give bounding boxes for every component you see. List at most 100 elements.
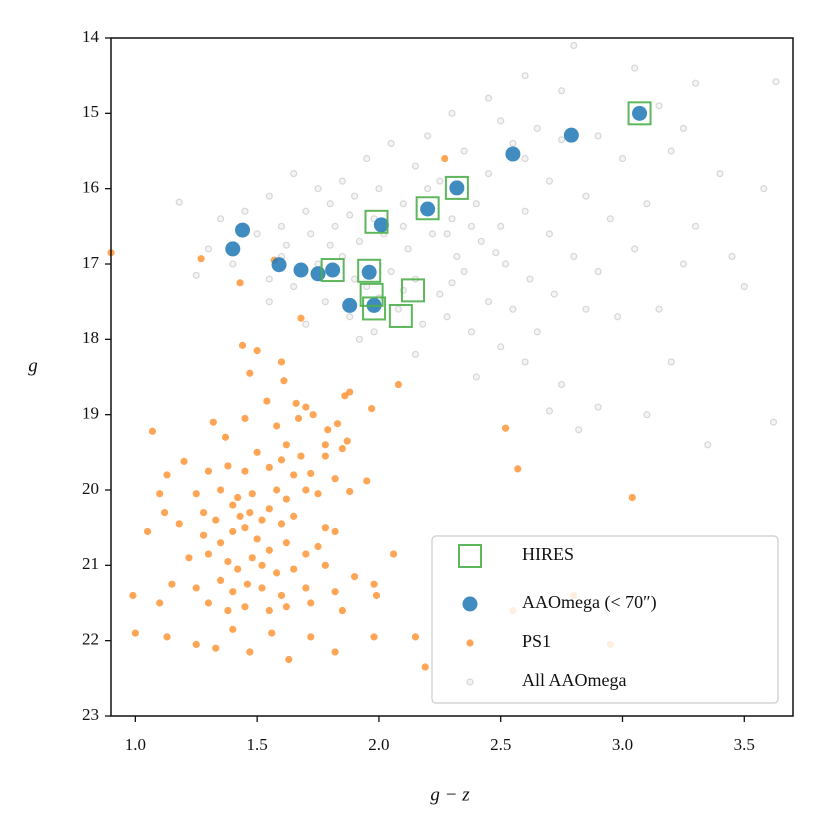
point — [253, 535, 261, 543]
point — [282, 441, 290, 449]
point — [156, 599, 164, 607]
point — [199, 508, 208, 517]
point — [387, 267, 395, 276]
point — [364, 209, 389, 234]
point — [277, 456, 286, 464]
point — [265, 463, 273, 471]
point — [436, 290, 444, 298]
point — [420, 201, 436, 217]
point — [436, 177, 444, 185]
point — [285, 655, 293, 664]
point — [290, 512, 298, 520]
point — [236, 279, 244, 287]
point — [394, 305, 403, 313]
point — [424, 132, 432, 140]
point — [370, 580, 378, 588]
point — [472, 200, 480, 208]
point — [163, 471, 171, 479]
point — [310, 266, 326, 282]
point — [180, 457, 188, 465]
point — [338, 444, 346, 453]
point — [667, 147, 675, 155]
x-tick-label: 1.0 — [125, 735, 146, 754]
point — [331, 222, 339, 230]
point — [324, 426, 332, 434]
point — [258, 516, 266, 524]
point — [350, 275, 359, 283]
point — [307, 633, 315, 641]
point — [655, 305, 663, 313]
point — [321, 441, 329, 449]
point — [628, 493, 636, 502]
point — [594, 267, 602, 276]
point — [627, 101, 652, 126]
point — [550, 290, 558, 298]
point — [394, 380, 403, 389]
point — [448, 279, 456, 287]
point — [293, 262, 309, 278]
point — [501, 260, 510, 268]
point — [241, 524, 249, 532]
point — [241, 207, 249, 215]
point — [740, 283, 748, 291]
point — [558, 380, 566, 389]
point — [212, 644, 220, 652]
point — [582, 192, 590, 200]
point — [424, 185, 432, 193]
point — [290, 170, 298, 178]
point — [192, 490, 200, 498]
y-tick-label: 20 — [82, 479, 99, 498]
point — [268, 629, 276, 637]
point — [199, 531, 208, 539]
x-tick-label: 2.5 — [490, 735, 511, 754]
point — [265, 546, 273, 554]
point — [618, 154, 627, 163]
point — [131, 629, 139, 637]
point — [404, 245, 412, 253]
point — [421, 663, 429, 671]
point — [160, 508, 169, 517]
point — [221, 433, 230, 441]
point — [411, 350, 420, 358]
point — [760, 185, 768, 193]
point — [350, 192, 359, 200]
point — [772, 78, 780, 86]
point — [679, 124, 687, 132]
point — [265, 298, 273, 306]
point — [326, 241, 334, 249]
legend-marker — [466, 678, 474, 686]
point — [253, 230, 261, 238]
y-tick-label: 15 — [82, 102, 99, 121]
point — [309, 411, 317, 419]
point — [521, 154, 529, 163]
point — [314, 185, 322, 193]
x-tick-label: 3.0 — [612, 735, 633, 754]
point — [253, 448, 261, 456]
point — [632, 105, 648, 121]
point — [558, 136, 566, 144]
point — [545, 177, 554, 185]
legend-marker — [466, 639, 474, 647]
point — [273, 486, 281, 494]
point — [443, 230, 451, 238]
point — [346, 388, 354, 396]
point — [362, 296, 387, 321]
point — [229, 625, 237, 633]
point — [350, 573, 359, 581]
point — [225, 241, 241, 257]
point — [679, 260, 687, 268]
point — [204, 599, 213, 607]
plot-area — [107, 41, 780, 671]
y-tick-label: 16 — [82, 178, 99, 197]
point — [505, 146, 521, 162]
point — [241, 467, 249, 475]
point — [197, 255, 205, 263]
point — [521, 72, 529, 80]
point — [375, 185, 383, 193]
point — [370, 633, 378, 641]
point — [326, 200, 334, 208]
y-tick-label: 19 — [82, 404, 99, 423]
point — [307, 599, 315, 607]
point — [321, 524, 329, 532]
